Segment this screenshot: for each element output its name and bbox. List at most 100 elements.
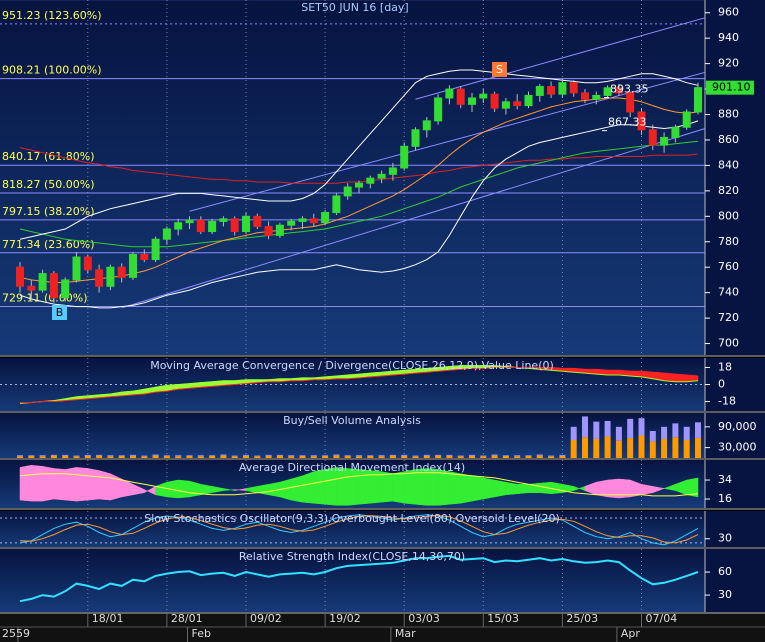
volume-bar [130,454,136,456]
volume-bar [412,456,419,458]
di-fill [302,471,315,504]
macd-line [19,365,699,404]
x-tick-label: 25/03 [566,612,598,625]
di-fill [42,466,55,502]
volume-bar [322,455,329,458]
volume-bar [695,422,701,438]
volume-bar [17,456,23,458]
indicator-line [19,515,699,544]
candle-body [524,94,533,107]
volume-bar [209,455,216,456]
candle-body [174,222,183,230]
panel-background [0,358,705,411]
candle-body [309,218,318,224]
volume-bar [299,455,306,456]
di-fill [19,464,32,502]
fib-label: 840.17 (61.80%) [2,150,95,163]
volume-bar [548,455,555,457]
candle-body [72,256,81,281]
volume-bar [502,455,509,458]
volume-bar [683,426,690,440]
axis-background [705,511,765,547]
fib-label: 818.27 (50.00%) [2,178,95,191]
di-fill [392,471,405,504]
di-fill [460,473,473,504]
fib-label: 797.15 (38.20%) [2,205,95,218]
candle-body [16,266,24,287]
volume-bar [186,455,193,458]
axis-background [705,358,765,411]
x-tick-label: 07/04 [646,612,678,625]
di-fill [53,468,66,501]
x-tick-label: 15/03 [487,612,519,625]
candle-body [38,273,47,291]
candle-body [671,126,680,138]
volume-bar [197,455,204,457]
volume-bar [446,455,453,458]
di-fill [370,470,382,504]
candle-body [468,97,476,105]
volume-bar [548,456,555,458]
candle-body [264,225,273,236]
y-tick-label: 18 [718,360,732,373]
volume-bar [220,454,227,456]
volume-bar [152,454,159,456]
signal-marker: B [56,306,64,319]
volume-bar [457,456,464,458]
candle-body [637,111,646,131]
volume-bar [604,420,611,437]
volume-bar [593,438,600,458]
signal-marker-box [492,62,507,77]
candle-body [275,224,284,236]
volume-bar [254,455,261,457]
volume-bar [582,416,588,438]
candle-body [117,266,126,278]
candle-body [535,86,544,96]
di-fill [686,477,699,498]
di-fill [64,467,77,502]
candle-body [83,256,92,271]
volume-bar [163,455,170,456]
moving-average [19,69,699,240]
candle-body [208,220,217,233]
candle-body [287,220,296,226]
volume-bar [299,455,306,458]
volume-bar [627,437,634,458]
candle-body [298,218,307,222]
volume-bar [28,455,35,458]
volume-bar [367,455,374,458]
volume-bar [141,455,148,457]
volume-bar [141,456,148,458]
volume-bar [243,454,249,456]
y-tick-label: 90,000 [718,420,757,433]
volume-bar [356,456,362,458]
volume-bar [39,455,46,457]
volume-bar [288,455,295,457]
di-fill [483,477,495,500]
candle-body [445,88,454,99]
volume-bar [175,455,182,457]
volume-bar [457,455,464,457]
volume-bar [469,455,475,458]
volume-bar [276,454,283,456]
panel-title: Moving Average Convergence / Divergence(… [150,359,554,372]
volume-bar [446,454,453,456]
candle-body [490,93,499,109]
di-fill [76,467,89,502]
candle-body [422,120,431,131]
volume-bar [649,441,656,458]
axis-background [705,549,765,612]
volume-bar [50,455,57,458]
candle-body [434,97,443,122]
axis-background [705,413,765,458]
y-tick-label: 780 [718,235,739,248]
panel-title: Buy/Sell Volume Analysis [283,414,421,427]
volume-bar [17,455,23,457]
month-label: Mar [395,627,416,640]
candle-body [547,86,556,95]
y-tick-label: 30 [718,588,732,601]
volume-bar [480,455,487,457]
candle-body [569,82,578,94]
volume-bar [559,455,566,458]
trendline [189,71,705,212]
